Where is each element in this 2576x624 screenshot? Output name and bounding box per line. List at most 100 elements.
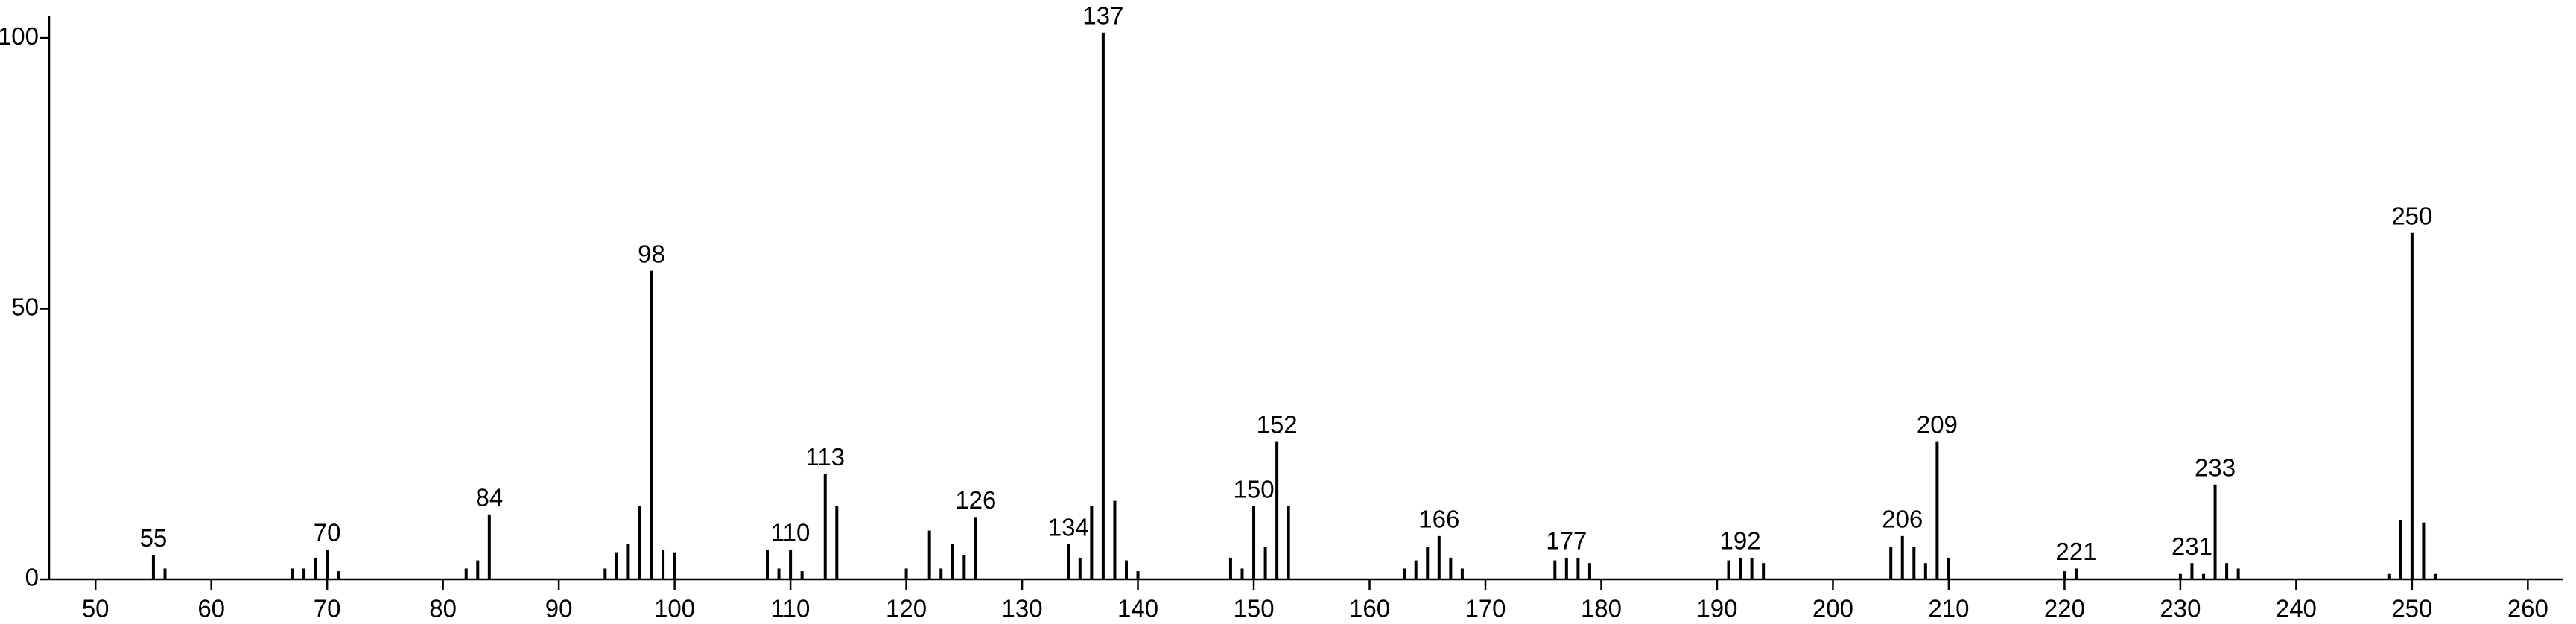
peak bbox=[2236, 568, 2240, 579]
peak bbox=[766, 550, 769, 579]
x-tick-label: 200 bbox=[1812, 595, 1853, 623]
peak-label: 166 bbox=[1418, 506, 1459, 533]
peak bbox=[1113, 500, 1117, 579]
peak bbox=[904, 568, 908, 579]
peak-label: 113 bbox=[805, 443, 845, 471]
peak bbox=[1090, 506, 1094, 579]
x-tick-label: 210 bbox=[1928, 595, 1969, 623]
peak bbox=[1576, 557, 1580, 579]
peak bbox=[2213, 484, 2217, 579]
peak bbox=[1750, 557, 1754, 579]
peak bbox=[1923, 563, 1927, 579]
x-tick-label: 170 bbox=[1465, 595, 1506, 623]
peak bbox=[1889, 547, 1893, 579]
x-tick-label: 160 bbox=[1349, 595, 1390, 623]
peak-label: 152 bbox=[1257, 410, 1298, 438]
peak bbox=[1762, 563, 1766, 579]
x-tick-label: 240 bbox=[2276, 595, 2317, 623]
peak bbox=[962, 555, 966, 579]
peak bbox=[2225, 563, 2229, 579]
peak-label: 134 bbox=[1048, 513, 1089, 541]
peak bbox=[1564, 557, 1568, 579]
peak bbox=[662, 550, 665, 579]
x-tick-label: 250 bbox=[2391, 595, 2432, 623]
peak bbox=[1947, 557, 1950, 579]
peak bbox=[2399, 520, 2402, 579]
peak bbox=[1101, 32, 1105, 580]
peak bbox=[1449, 557, 1453, 579]
peak bbox=[163, 568, 167, 579]
peak bbox=[1912, 547, 1916, 579]
peak bbox=[2074, 568, 2078, 579]
peak bbox=[2410, 232, 2414, 579]
peak bbox=[151, 555, 155, 579]
x-tick-label: 90 bbox=[545, 595, 573, 623]
peak-label: 250 bbox=[2391, 202, 2432, 229]
x-tick-label: 100 bbox=[654, 595, 695, 623]
y-tick-label: 100 bbox=[0, 22, 39, 50]
peak bbox=[1067, 544, 1070, 579]
peak-label: 70 bbox=[314, 519, 341, 547]
peak bbox=[615, 552, 618, 579]
peak bbox=[1587, 563, 1591, 579]
peak-label: 150 bbox=[1234, 476, 1275, 503]
x-tick-label: 110 bbox=[771, 595, 810, 623]
peak bbox=[1403, 568, 1406, 579]
peak bbox=[1935, 441, 1939, 579]
peak-label: 98 bbox=[638, 240, 665, 267]
peak bbox=[2202, 573, 2205, 579]
peak bbox=[314, 557, 317, 579]
peak bbox=[951, 544, 954, 579]
x-tick-label: 140 bbox=[1117, 595, 1158, 623]
peak bbox=[2063, 571, 2066, 579]
x-tick-label: 50 bbox=[82, 595, 110, 623]
peak bbox=[626, 544, 630, 579]
peak bbox=[1437, 535, 1441, 579]
peak-label: 206 bbox=[1882, 506, 1923, 533]
peak bbox=[1078, 557, 1082, 579]
peak-label: 192 bbox=[1720, 527, 1761, 555]
x-tick-label: 260 bbox=[2507, 595, 2548, 623]
peak bbox=[326, 550, 329, 579]
peak bbox=[476, 560, 480, 579]
y-tick-label: 50 bbox=[11, 293, 39, 320]
peak bbox=[1900, 535, 1904, 579]
peak bbox=[1275, 441, 1279, 579]
peak bbox=[1414, 560, 1418, 579]
x-tick-label: 60 bbox=[197, 595, 225, 623]
peak-label: 209 bbox=[1917, 410, 1958, 438]
peak-label: 84 bbox=[475, 483, 503, 511]
peak bbox=[302, 568, 306, 579]
peak bbox=[800, 571, 804, 579]
y-tick-label: 0 bbox=[25, 564, 39, 591]
peak bbox=[291, 568, 294, 579]
x-tick-label: 80 bbox=[429, 595, 457, 623]
peak bbox=[650, 270, 653, 579]
peak bbox=[2190, 563, 2194, 579]
peak-label: 110 bbox=[771, 519, 810, 547]
peak bbox=[1240, 568, 1244, 579]
peak bbox=[823, 474, 827, 579]
peak bbox=[789, 550, 793, 579]
peak-label: 137 bbox=[1082, 2, 1123, 30]
peak bbox=[1426, 547, 1430, 579]
peak bbox=[673, 552, 676, 579]
x-tick-label: 130 bbox=[1002, 595, 1043, 623]
peak bbox=[1287, 506, 1290, 579]
peak-label: 177 bbox=[1546, 527, 1587, 555]
peak bbox=[2178, 573, 2182, 579]
peak-label: 233 bbox=[2195, 454, 2236, 482]
peak bbox=[337, 571, 340, 579]
x-tick-label: 230 bbox=[2160, 595, 2201, 623]
peak-label: 126 bbox=[955, 486, 996, 514]
peak bbox=[1739, 557, 1742, 579]
peak bbox=[1460, 568, 1464, 579]
x-tick-label: 120 bbox=[886, 595, 927, 623]
peak bbox=[939, 568, 943, 579]
peak bbox=[835, 506, 839, 579]
x-tick-label: 180 bbox=[1581, 595, 1622, 623]
peak bbox=[1263, 547, 1267, 579]
peak bbox=[1727, 560, 1730, 579]
